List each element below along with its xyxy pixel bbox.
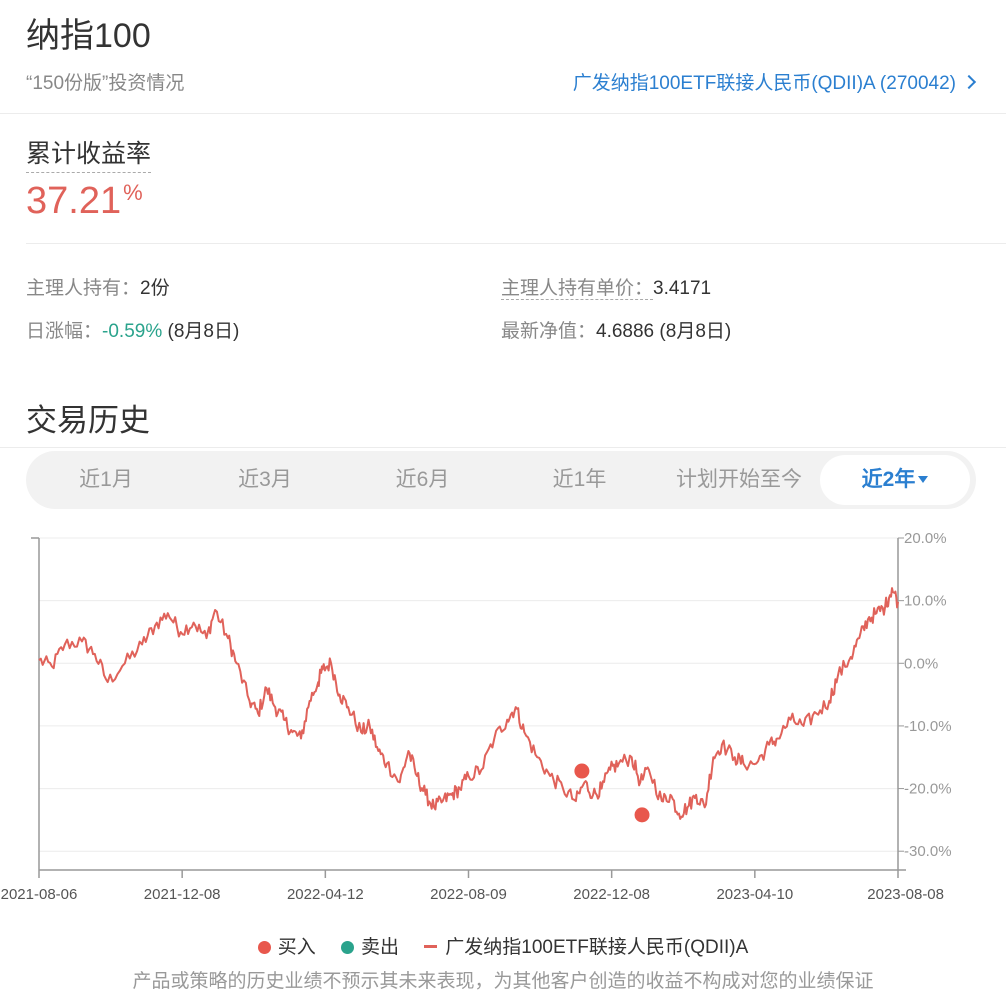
chart-grid <box>39 537 898 852</box>
nav-date: (8月8日) <box>654 321 732 342</box>
x-axis-labels: 2021-08-06 2021-12-08 2022-04-12 2022-08-09… <box>1 886 944 903</box>
y-tick-label: -30.0% <box>904 843 952 860</box>
cumulative-return-label[interactable]: 累计收益率 <box>26 134 152 173</box>
legend-series-label: 广发纳指100ETF联接人民币(QDII)A <box>445 937 749 958</box>
nav-info: 最新净值：4.6886 (8月8日) <box>501 316 731 343</box>
x-tick-label: 2023-08-08 <box>867 886 944 903</box>
daily-change-value: -0.59% <box>102 321 163 342</box>
y-tick-label: -20.0% <box>904 781 952 798</box>
divider <box>0 447 1006 448</box>
trade-history-title: 交易历史 <box>26 403 150 438</box>
tab-1-year[interactable]: 近1年 <box>552 468 607 491</box>
x-tick-label: 2022-04-12 <box>287 886 364 903</box>
tab-2-years-label[interactable]: 近2年 <box>861 468 916 491</box>
daily-change-label: 日涨幅： <box>26 321 103 342</box>
x-tick-label: 2023-04-10 <box>716 886 793 903</box>
buy-marker[interactable] <box>574 763 590 779</box>
y-tick-label: -10.0% <box>904 718 952 735</box>
tab-6-months[interactable]: 近6月 <box>395 468 450 491</box>
holding-value: 2份 <box>140 278 170 299</box>
divider <box>26 243 1006 244</box>
plan-subtitle: “150份版”投资情况 <box>26 73 185 94</box>
holding-label: 主理人持有： <box>26 278 141 299</box>
return-unit: % <box>123 180 143 205</box>
chart-axes <box>31 537 906 878</box>
unit-cost-info: 主理人持有单价：3.4171 <box>501 273 711 300</box>
legend-buy-label: 买入 <box>277 937 316 958</box>
series-line <box>38 587 899 820</box>
return-number: 37.21 <box>26 180 122 222</box>
nav-label: 最新净值： <box>501 321 597 342</box>
x-tick-label: 2022-12-08 <box>573 886 650 903</box>
disclaimer: 产品或策略的历史业绩不预示其未来表现，为其他客户创造的收益不构成对您的业绩保证 <box>132 971 874 992</box>
y-tick-label: 10.0% <box>904 593 947 610</box>
tab-1-month[interactable]: 近1月 <box>79 468 133 491</box>
tab-2-years[interactable]: 近2年 <box>820 455 970 505</box>
period-tabs: 近1月 近3月 近6月 近1年 计划开始至今 近2年 <box>26 451 976 509</box>
legend-sell[interactable]: 卖出 <box>341 937 399 958</box>
y-axis-labels: 20.0% 10.0% 0.0% -10.0% -20.0% -30.0% <box>904 530 952 860</box>
y-tick-label: 0.0% <box>904 655 938 672</box>
tab-since-start[interactable]: 计划开始至今 <box>676 468 802 491</box>
nav-value: 4.6886 <box>596 321 655 342</box>
fund-link-label[interactable]: 广发纳指100ETF联接人民币(QDII)A (270042) <box>572 73 956 94</box>
sell-dot-icon <box>341 941 354 954</box>
chart-legend: 买入 卖出 广发纳指100ETF联接人民币(QDII)A <box>0 932 1006 959</box>
line-swatch-icon <box>424 945 438 948</box>
buy-marker[interactable] <box>634 807 650 823</box>
legend-sell-label: 卖出 <box>361 937 400 958</box>
x-tick-label: 2021-12-08 <box>144 886 221 903</box>
x-tick-label: 2021-08-06 <box>1 886 78 903</box>
daily-change-info: 日涨幅：-0.59% (8月8日) <box>26 316 239 343</box>
trade-markers[interactable] <box>574 763 650 823</box>
tab-3-months[interactable]: 近3月 <box>238 468 292 491</box>
legend-series[interactable]: 广发纳指100ETF联接人民币(QDII)A <box>424 937 748 958</box>
unit-cost-value: 3.4171 <box>653 278 712 299</box>
buy-dot-icon <box>257 941 271 954</box>
legend-buy[interactable]: 买入 <box>257 937 316 958</box>
y-tick-label: 20.0% <box>904 530 947 547</box>
daily-change-date: (8月8日) <box>162 321 240 342</box>
chevron-right-icon[interactable] <box>961 74 977 90</box>
fund-link[interactable]: 广发纳指100ETF联接人民币(QDII)A (270042) <box>572 68 977 95</box>
cumulative-return-value: 37.21% <box>26 180 143 223</box>
dropdown-triangle-icon[interactable] <box>918 476 929 483</box>
divider <box>0 113 1006 114</box>
holding-info: 主理人持有：2份 <box>26 273 170 300</box>
unit-cost-label[interactable]: 主理人持有单价： <box>501 278 654 300</box>
return-chart[interactable]: 20.0% 10.0% 0.0% -10.0% -20.0% -30.0% 2021-08… <box>0 520 1006 910</box>
page-title: 纳指100 <box>26 17 151 55</box>
x-tick-label: 2022-08-09 <box>430 886 507 903</box>
